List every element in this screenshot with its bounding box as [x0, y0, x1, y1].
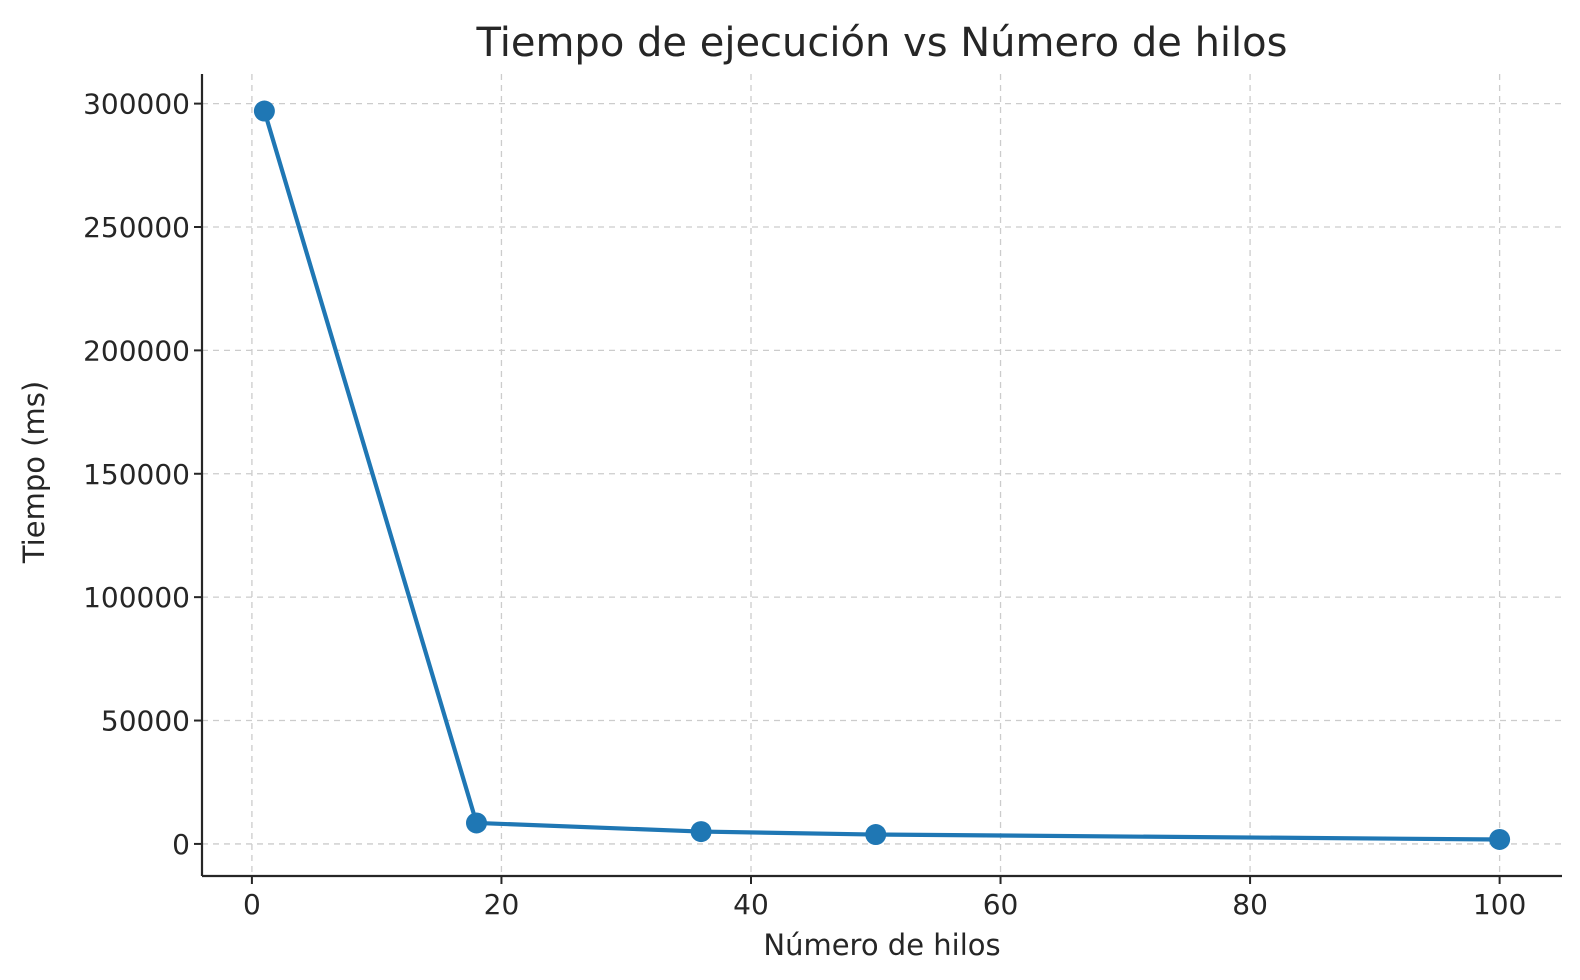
series-layer	[253, 100, 1511, 850]
axis-ticks: 0 20 40 60 80 100 0 50000 100000 150000 200000 2500…	[83, 88, 1526, 921]
x-tick-label: 60	[983, 888, 1019, 921]
data-point	[253, 100, 275, 122]
x-axis-label: Número de hilos	[763, 928, 1000, 962]
y-axis-label: Tiempo (ms)	[17, 381, 51, 564]
series-line	[262, 108, 1502, 842]
data-point	[690, 821, 712, 843]
data-point	[465, 812, 487, 834]
y-tick-label: 100000	[83, 581, 190, 614]
x-tick-label: 20	[484, 888, 520, 921]
x-tick-label: 40	[733, 888, 769, 921]
y-tick-label: 150000	[83, 458, 190, 491]
x-tick-label: 0	[243, 888, 261, 921]
chart-title: Tiempo de ejecución vs Número de hilos	[476, 20, 1288, 66]
y-tick-label: 300000	[83, 88, 190, 121]
grid	[202, 74, 1562, 876]
y-tick-label: 200000	[83, 334, 190, 367]
y-tick-label: 50000	[101, 705, 190, 738]
data-point	[865, 824, 887, 846]
x-tick-label: 80	[1232, 888, 1268, 921]
y-tick-label: 0	[172, 828, 190, 861]
y-tick-label: 250000	[83, 211, 190, 244]
axes-spines	[200, 74, 1562, 878]
data-point	[1489, 828, 1511, 850]
x-tick-label: 100	[1473, 888, 1526, 921]
